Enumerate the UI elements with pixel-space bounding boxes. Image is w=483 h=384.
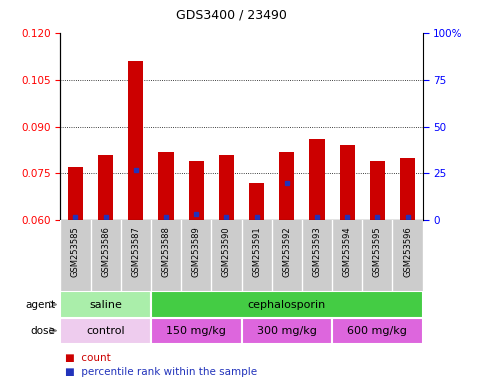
Text: 300 mg/kg: 300 mg/kg xyxy=(257,326,317,336)
Text: GSM253595: GSM253595 xyxy=(373,226,382,277)
Text: GSM253591: GSM253591 xyxy=(252,226,261,277)
Bar xyxy=(60,291,151,318)
Bar xyxy=(249,183,264,220)
Bar xyxy=(128,61,143,220)
Text: saline: saline xyxy=(89,300,122,310)
Bar xyxy=(151,318,242,344)
Text: GSM253594: GSM253594 xyxy=(342,226,352,277)
Text: GSM253587: GSM253587 xyxy=(131,226,141,277)
Text: GSM253589: GSM253589 xyxy=(192,226,201,277)
Text: ■  count: ■ count xyxy=(65,353,111,363)
Text: GSM253596: GSM253596 xyxy=(403,226,412,277)
Bar xyxy=(151,291,423,318)
Text: GSM253585: GSM253585 xyxy=(71,226,80,277)
Text: agent: agent xyxy=(26,300,56,310)
Bar xyxy=(242,318,332,344)
Text: GSM253593: GSM253593 xyxy=(313,226,322,277)
Text: GDS3400 / 23490: GDS3400 / 23490 xyxy=(176,8,287,21)
Text: control: control xyxy=(86,326,125,336)
Bar xyxy=(68,167,83,220)
Text: GSM253592: GSM253592 xyxy=(282,226,291,277)
Text: GSM253590: GSM253590 xyxy=(222,226,231,277)
Text: cephalosporin: cephalosporin xyxy=(248,300,326,310)
Bar xyxy=(340,145,355,220)
Text: 150 mg/kg: 150 mg/kg xyxy=(166,326,226,336)
Text: 600 mg/kg: 600 mg/kg xyxy=(347,326,407,336)
Text: GSM253586: GSM253586 xyxy=(101,226,110,277)
Bar xyxy=(279,152,294,220)
Bar xyxy=(370,161,385,220)
Bar xyxy=(98,155,113,220)
Bar xyxy=(158,152,173,220)
Text: GSM253588: GSM253588 xyxy=(161,226,170,277)
Bar xyxy=(310,139,325,220)
Text: ■  percentile rank within the sample: ■ percentile rank within the sample xyxy=(65,366,257,377)
Bar xyxy=(332,318,423,344)
Text: dose: dose xyxy=(30,326,56,336)
Bar xyxy=(219,155,234,220)
Bar xyxy=(189,161,204,220)
Bar xyxy=(60,318,151,344)
Bar xyxy=(400,158,415,220)
